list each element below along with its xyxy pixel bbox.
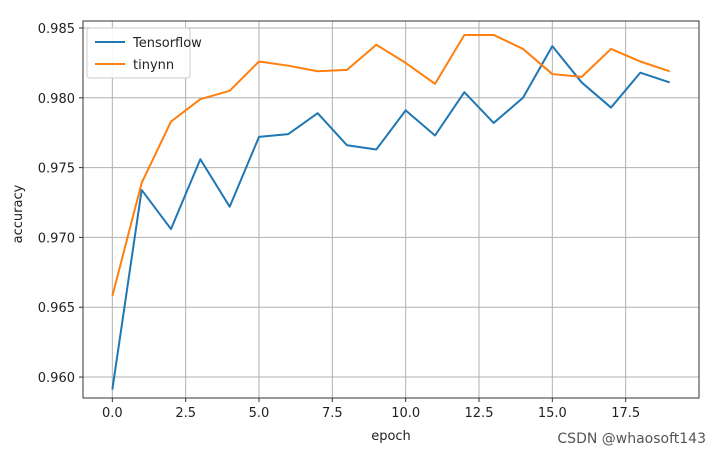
x-axis-label: epoch [371,429,411,444]
x-tick-label: 12.5 [465,406,494,421]
x-tick-label: 10.0 [391,406,420,421]
legend-box [86,27,191,79]
x-tick-label: 0.0 [102,406,123,421]
y-tick-label: 0.965 [38,301,75,316]
grid-lines [83,21,699,398]
watermark: CSDN @whaosoft143 [557,431,706,447]
y-tick-label: 0.985 [38,22,75,37]
x-tick-label: 2.5 [175,406,196,421]
legend-label-tensorflow: Tensorflow [132,36,202,51]
y-tick-label: 0.980 [38,92,75,107]
x-tick-label: 5.0 [249,406,270,421]
x-tick-label: 7.5 [322,406,343,421]
legend: Tensorflow tinynn [86,27,202,79]
plot-frame [82,20,700,399]
x-tick-label: 15.0 [538,406,567,421]
legend-label-tinynn: tinynn [133,58,174,73]
y-tick-label: 0.970 [38,231,75,246]
series-lines [111,33,670,390]
y-tick-label: 0.960 [38,371,75,386]
series-line-tinynn [111,33,670,297]
axis-ticks: 0.0 2.5 5.0 7.5 10.0 12.5 15.0 17.5 0.960 0.965 0.… [38,22,640,421]
x-tick-label: 17.5 [611,406,640,421]
y-axis-label: accuracy [11,184,26,243]
y-tick-label: 0.975 [38,162,75,177]
